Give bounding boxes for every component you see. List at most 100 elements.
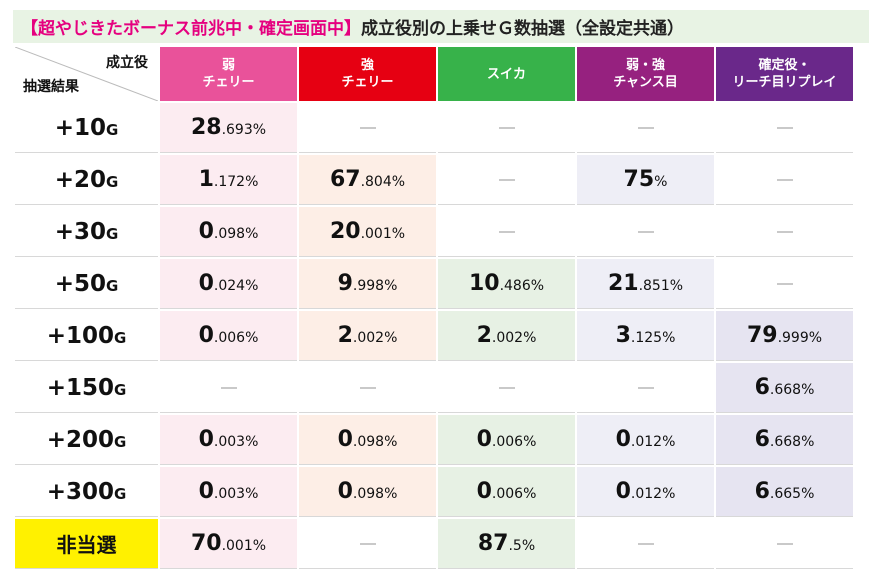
- col-header-watermelon: スイカ: [438, 47, 575, 101]
- probability-decimal: .668%: [769, 434, 815, 450]
- probability-cell: 0.098%: [160, 207, 297, 257]
- empty-cell: [299, 103, 436, 153]
- probability-decimal: .098%: [352, 434, 398, 450]
- dash-mark: [498, 179, 515, 181]
- empty-cell: [716, 207, 853, 257]
- table-row: +300G 0.003% 0.098% 0.006% 0.012% 6.665%: [15, 467, 853, 517]
- probability-integer: 0: [476, 479, 492, 504]
- row-label-unit: G: [105, 276, 119, 295]
- probability-integer: 0: [198, 271, 214, 296]
- empty-cell: [577, 363, 714, 413]
- probability-cell: 0.098%: [299, 415, 436, 465]
- empty-cell: [438, 363, 575, 413]
- probability-decimal: %: [654, 174, 668, 190]
- probability-decimal: .5%: [508, 538, 536, 554]
- dash-mark: [776, 179, 793, 181]
- dash-mark: [776, 231, 793, 233]
- probability-cell: 0.006%: [438, 467, 575, 517]
- col-header-weak-cherry: 弱チェリー: [160, 47, 297, 101]
- probability-integer: 0: [198, 323, 214, 348]
- row-label-value: 非当選: [56, 533, 117, 557]
- probability-cell: 6.668%: [716, 415, 853, 465]
- probability-decimal: .098%: [213, 226, 259, 242]
- row-label-unit: G: [105, 120, 119, 139]
- probability-decimal: .002%: [491, 330, 537, 346]
- dash-mark: [776, 543, 793, 545]
- probability-cell: 0.024%: [160, 259, 297, 309]
- probability-decimal: .172%: [213, 174, 259, 190]
- probability-decimal: .851%: [638, 278, 684, 294]
- probability-cell: 6.665%: [716, 467, 853, 517]
- table-row: 非当選 70.001% 87.5%: [15, 519, 853, 569]
- probability-integer: 28: [190, 115, 222, 140]
- empty-cell: [299, 519, 436, 569]
- empty-cell: [716, 519, 853, 569]
- probability-integer: 9: [337, 271, 353, 296]
- probability-integer: 0: [198, 219, 214, 244]
- row-label: +20G: [15, 155, 158, 205]
- probability-cell: 10.486%: [438, 259, 575, 309]
- probability-integer: 2: [476, 323, 492, 348]
- probability-decimal: .006%: [213, 330, 259, 346]
- probability-decimal: .998%: [352, 278, 398, 294]
- row-label-value: +50: [54, 270, 106, 297]
- probability-cell: 0.006%: [160, 311, 297, 361]
- table-row: +10G 28.693%: [15, 103, 853, 153]
- corner-cell: 成立役 抽選結果: [15, 47, 158, 101]
- table-row: +150G 6.668%: [15, 363, 853, 413]
- probability-decimal: .006%: [491, 434, 537, 450]
- empty-cell: [438, 155, 575, 205]
- empty-cell: [716, 259, 853, 309]
- col-header-line1: スイカ: [486, 66, 526, 82]
- probability-cell: 0.006%: [438, 415, 575, 465]
- probability-integer: 67: [329, 167, 361, 192]
- empty-cell: [577, 207, 714, 257]
- probability-cell: 87.5%: [438, 519, 575, 569]
- probability-integer: 1: [198, 167, 214, 192]
- dash-mark: [637, 543, 654, 545]
- probability-decimal: .006%: [491, 486, 537, 502]
- row-label-unit: G: [105, 172, 119, 191]
- probability-decimal: .002%: [352, 330, 398, 346]
- empty-cell: [577, 519, 714, 569]
- probability-integer: 0: [198, 427, 214, 452]
- probability-cell: 0.012%: [577, 415, 714, 465]
- corner-label-top: 成立役: [106, 55, 148, 71]
- row-label-unit: G: [105, 224, 119, 243]
- empty-cell: [438, 207, 575, 257]
- table-row: +50G 0.024% 9.998% 10.486% 21.851%: [15, 259, 853, 309]
- probability-cell: 0.098%: [299, 467, 436, 517]
- probability-decimal: .012%: [630, 434, 676, 450]
- corner-label-bottom: 抽選結果: [23, 79, 79, 95]
- probability-cell: 9.998%: [299, 259, 436, 309]
- row-label: 非当選: [15, 519, 158, 569]
- row-label-value: +100: [46, 322, 114, 349]
- row-label-value: +30: [54, 218, 106, 245]
- title-highlight: 【超やじきたボーナス前兆中・確定画面中】: [21, 19, 361, 39]
- probability-decimal: .999%: [777, 330, 823, 346]
- probability-decimal: .012%: [630, 486, 676, 502]
- probability-decimal: .804%: [360, 174, 406, 190]
- row-label-value: +10: [54, 114, 106, 141]
- table-row: +20G 1.172% 67.804% 75%: [15, 155, 853, 205]
- probability-decimal: .665%: [769, 486, 815, 502]
- col-header-line2: チャンス目: [613, 75, 678, 90]
- row-label: +30G: [15, 207, 158, 257]
- probability-integer: 0: [615, 479, 631, 504]
- dash-mark: [498, 127, 515, 129]
- row-label-value: +150: [46, 374, 114, 401]
- col-header-line1: 弱・強: [625, 58, 665, 73]
- col-header-confirmed-role: 確定役・ リーチ目リプレイ: [716, 47, 853, 101]
- row-label: +50G: [15, 259, 158, 309]
- probability-decimal: .486%: [499, 278, 545, 294]
- probability-cell: 2.002%: [299, 311, 436, 361]
- row-label-unit: G: [113, 484, 127, 503]
- probability-decimal: .024%: [213, 278, 259, 294]
- probability-integer: 6: [754, 427, 770, 452]
- probability-integer: 21: [607, 271, 639, 296]
- row-label-value: +20: [54, 166, 106, 193]
- probability-decimal: .098%: [352, 486, 398, 502]
- probability-integer: 6: [754, 479, 770, 504]
- probability-integer: 0: [476, 427, 492, 452]
- row-label-unit: G: [113, 328, 127, 347]
